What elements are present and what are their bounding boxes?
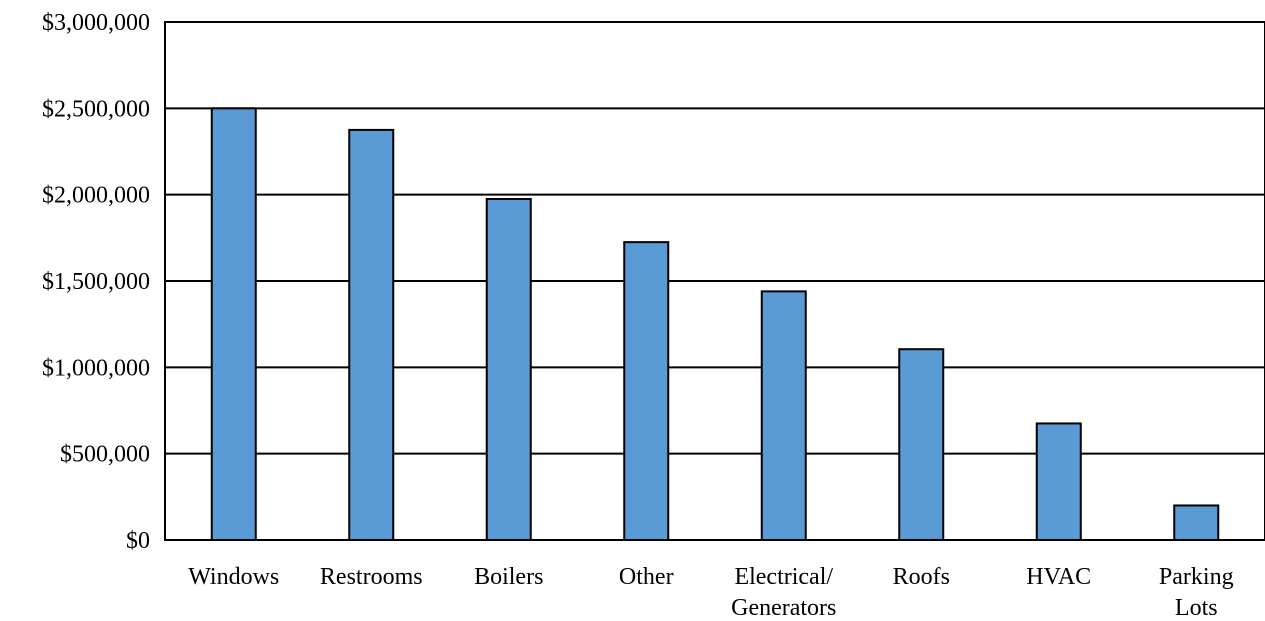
y-tick-label: $1,000,000 <box>42 355 150 381</box>
x-category-label-line: Lots <box>1175 595 1218 621</box>
bar <box>760 290 807 541</box>
x-category-label: Boilers <box>474 564 543 590</box>
x-category-label: Parking Lots <box>1159 564 1234 621</box>
bar <box>1035 422 1082 542</box>
bar <box>623 241 670 541</box>
bar <box>898 348 945 541</box>
x-category-label: Electrical/Generators <box>731 564 836 621</box>
bars <box>210 107 1220 542</box>
x-category-label-line: Restrooms <box>320 564 423 590</box>
y-tick-label: $500,000 <box>60 442 150 468</box>
x-category-label-line: Windows <box>188 564 279 590</box>
x-category-label-line: HVAC <box>1026 564 1091 590</box>
x-category-label: HVAC <box>1026 564 1091 590</box>
bar <box>1173 504 1220 542</box>
x-category-label-line: Other <box>619 564 674 590</box>
y-tick-label: $3,000,000 <box>42 10 150 36</box>
x-category-label: Roofs <box>893 564 950 590</box>
x-category-label-line: Generators <box>731 595 836 621</box>
x-axis-category-labels: Windows Restrooms Boilers Other Electrical/G… <box>188 564 1233 621</box>
y-tick-label: $0 <box>126 528 150 554</box>
x-category-label-line: Electrical/ <box>734 564 833 590</box>
x-category-label: Windows <box>188 564 279 590</box>
y-tick-label: $1,500,000 <box>42 269 150 295</box>
y-tick-label: $2,000,000 <box>42 183 150 209</box>
x-category-label: Other <box>619 564 674 590</box>
x-category-label-line: Boilers <box>474 564 543 590</box>
x-category-label: Restrooms <box>320 564 423 590</box>
bar <box>485 197 532 541</box>
x-category-label-line: Roofs <box>893 564 950 590</box>
bar <box>210 107 257 541</box>
y-axis-tick-labels: $0 $500,000 $1,000,000 $1,500,000 $2,000,000… <box>42 10 150 554</box>
x-category-label-line: Parking <box>1159 564 1234 590</box>
y-tick-label: $2,500,000 <box>42 96 150 122</box>
bar <box>348 128 395 542</box>
